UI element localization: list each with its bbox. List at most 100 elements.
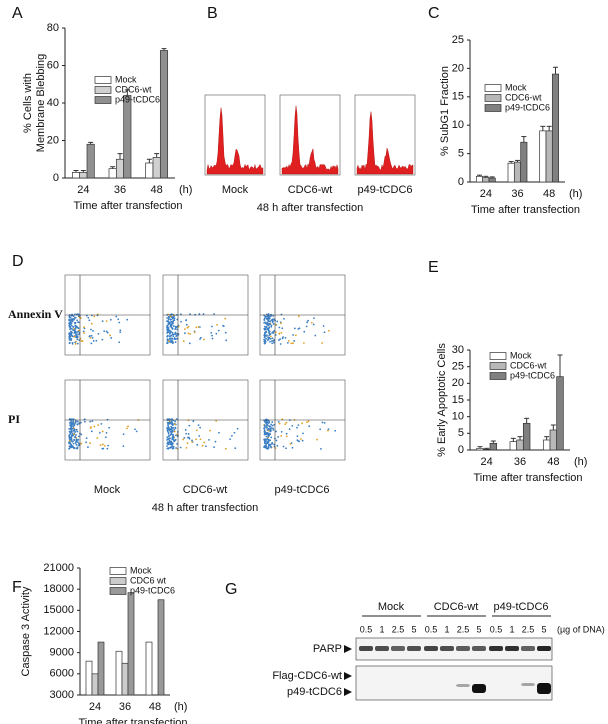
- flow-dot: [68, 339, 71, 341]
- error-bar: [117, 153, 123, 160]
- flow-dot: [268, 317, 271, 320]
- flow-dot: [168, 439, 171, 442]
- blot-band: [424, 646, 438, 651]
- flow-dot: [83, 332, 85, 334]
- flow-dot: [105, 330, 108, 333]
- flow-dot: [313, 317, 315, 320]
- flow-dot: [73, 428, 76, 431]
- flow-dot: [264, 439, 266, 442]
- flow-dot: [266, 321, 268, 324]
- bar: [145, 641, 153, 696]
- lane-label: 1: [444, 624, 449, 634]
- flow-dot: [217, 329, 220, 332]
- bar: [542, 439, 551, 451]
- x-axis-title: Time after transfection: [471, 204, 580, 216]
- flow-dot: [79, 317, 82, 319]
- flow-dot: [75, 428, 78, 431]
- flow-dot: [267, 438, 270, 441]
- flow-dot: [73, 329, 76, 332]
- flow-dot: [97, 424, 100, 427]
- x-tick-label: 48: [149, 701, 161, 713]
- flow-dot: [78, 435, 80, 438]
- flow-dot: [89, 427, 92, 429]
- flow-dot: [166, 436, 169, 439]
- flow-dot: [91, 420, 94, 423]
- flow-dot: [76, 342, 79, 345]
- blot-band: [456, 684, 470, 687]
- legend-label: Mock: [130, 565, 152, 575]
- flow-dot: [77, 327, 79, 329]
- flow-dot: [78, 321, 80, 324]
- flow-dot: [76, 423, 79, 426]
- flow-dot: [293, 327, 296, 330]
- flow-dot: [69, 442, 72, 445]
- y-tick-label: 20: [452, 377, 464, 389]
- flow-dot: [266, 328, 269, 331]
- flow-dot: [122, 445, 125, 448]
- x-tick-label: 24: [77, 184, 89, 196]
- error-bar: [517, 436, 523, 440]
- flow-dot: [266, 429, 269, 431]
- flow-dot: [285, 421, 288, 424]
- flow-dot: [229, 438, 231, 441]
- flow-dot: [264, 430, 266, 433]
- flow-dot: [278, 332, 281, 335]
- y-tick-label: 6000: [50, 668, 74, 680]
- x-tick-label: 48: [543, 188, 555, 200]
- flow-dot: [277, 339, 280, 341]
- legend-swatch: [94, 86, 112, 94]
- legend-swatch: [489, 352, 507, 360]
- flow-dot: [71, 445, 74, 448]
- flow-dot: [321, 342, 324, 344]
- flow-dot: [197, 326, 200, 328]
- flow-dot: [189, 333, 191, 335]
- flow-dot: [269, 430, 272, 433]
- flow-dot: [69, 424, 72, 426]
- flow-dot: [210, 331, 213, 334]
- flow-dot: [267, 336, 269, 338]
- flow-dot: [272, 314, 275, 317]
- flow-dot: [266, 426, 268, 429]
- flow-dot: [174, 331, 177, 334]
- flow-dot: [96, 437, 99, 439]
- flow-dot: [263, 314, 266, 317]
- flow-dot: [263, 441, 266, 444]
- flow-dot: [168, 435, 170, 438]
- flow-dot: [166, 325, 169, 328]
- flow-dot: [71, 331, 73, 334]
- flow-dot: [68, 436, 71, 439]
- flow-dot: [80, 421, 82, 424]
- lane-label: 5: [411, 624, 416, 634]
- flow-dot: [89, 336, 92, 339]
- flow-dot: [70, 445, 73, 448]
- flow-dot: [170, 341, 173, 344]
- bar: [482, 448, 491, 451]
- panel-letter: A: [12, 5, 23, 22]
- flow-dot: [186, 326, 189, 329]
- flow-dot: [193, 331, 196, 334]
- flow-dot: [167, 424, 169, 426]
- flow-dot: [213, 446, 215, 449]
- flow-dot: [272, 323, 275, 325]
- flow-dot: [172, 445, 175, 448]
- error-bar: [80, 170, 86, 173]
- flow-dot: [70, 338, 73, 340]
- flow-dot: [265, 331, 268, 334]
- panel-letter: G: [225, 581, 237, 598]
- flow-dot: [74, 327, 77, 330]
- flow-dot: [268, 315, 271, 318]
- bar: [539, 130, 547, 183]
- blot-band: [521, 683, 535, 686]
- error-bar: [524, 417, 530, 424]
- flow-dot: [171, 421, 173, 424]
- band-label: PARP: [313, 643, 342, 655]
- flow-dot: [263, 424, 266, 427]
- histogram-shape: [356, 111, 414, 175]
- flow-dot: [187, 433, 190, 435]
- flow-dot: [267, 435, 270, 438]
- flow-dot: [266, 315, 269, 318]
- flow-dot: [69, 428, 72, 431]
- legend-swatch: [489, 372, 507, 380]
- error-bar: [154, 153, 160, 158]
- flow-dot: [266, 339, 269, 342]
